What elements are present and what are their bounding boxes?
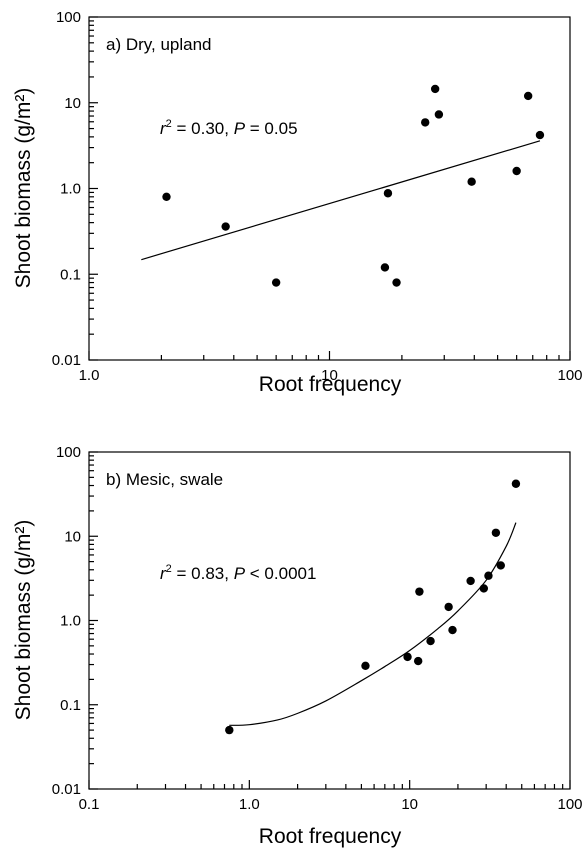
- data-point: [512, 166, 521, 176]
- panel-b: b) Mesic, swale r2 = 0.83, P < 0.0001 Ro…: [12, 444, 583, 848]
- panel-b-title: b) Mesic, swale: [106, 470, 223, 489]
- data-point: [403, 652, 412, 662]
- y-axis-label-b: Shoot biomass (g/m²): [12, 520, 35, 721]
- data-point: [523, 91, 533, 101]
- p-symbol-a: P: [234, 119, 246, 138]
- regression-curve-b: [229, 522, 517, 726]
- data-point: [415, 587, 424, 596]
- y-tick-label: 10: [64, 528, 81, 545]
- y-tick-label: 0.1: [60, 697, 81, 714]
- y-tick-label: 0.01: [52, 781, 81, 798]
- data-point: [392, 278, 401, 287]
- data-point: [484, 571, 493, 580]
- panel-a-title: a) Dry, upland: [106, 35, 212, 54]
- data-point: [271, 278, 281, 287]
- data-point: [434, 110, 444, 119]
- data-point: [511, 479, 521, 488]
- r-superscript-b: 2: [166, 563, 172, 575]
- plot-frame-b: [88, 451, 571, 790]
- y-tick-label: 1.0: [60, 181, 81, 198]
- data-point: [221, 222, 230, 231]
- p-value-b: < 0.0001: [245, 564, 316, 583]
- x-tick-label: 100: [557, 367, 582, 384]
- data-point: [479, 584, 489, 593]
- stats-annotation-b: r2 = 0.83, P < 0.0001: [160, 563, 316, 583]
- data-point: [448, 625, 457, 635]
- y-tick-label: 10: [64, 95, 81, 112]
- data-point: [466, 576, 475, 586]
- x-tick-label: 10: [321, 367, 338, 384]
- y-tick-label: 0.1: [60, 266, 81, 283]
- data-point: [491, 528, 501, 537]
- r-symbol-b: r: [160, 564, 167, 583]
- data-point: [467, 177, 476, 186]
- stats-annotation-a: r2 = 0.30, P = 0.05: [160, 118, 298, 138]
- regression-line-a: [141, 140, 541, 261]
- r-symbol-a: r: [160, 119, 167, 138]
- x-tick-label: 0.1: [79, 796, 100, 813]
- data-point: [413, 656, 423, 666]
- data-point: [421, 118, 430, 127]
- data-point: [225, 725, 234, 735]
- x-tick-label: 1.0: [79, 367, 100, 384]
- data-point: [430, 84, 440, 94]
- data-point: [162, 192, 171, 202]
- data-point: [380, 263, 390, 272]
- axis-ticks-a: 1.0 10 100 0.01 0.1 1.0 10 100: [52, 9, 583, 384]
- x-axis-label-a: Root frequency: [259, 373, 402, 396]
- x-tick-label: 100: [557, 796, 582, 813]
- data-points-b: [225, 479, 521, 735]
- p-value-a: = 0.05: [245, 119, 297, 138]
- x-tick-label: 10: [401, 796, 418, 813]
- data-point: [535, 130, 545, 140]
- y-tick-label: 0.01: [52, 352, 81, 369]
- x-tick-label: 1.0: [239, 796, 260, 813]
- panel-a: a) Dry, upland r2 = 0.30, P = 0.05 Root …: [12, 9, 583, 396]
- data-points-a: [162, 84, 545, 287]
- p-symbol-b: P: [234, 564, 246, 583]
- x-axis-label-b: Root frequency: [259, 825, 402, 848]
- y-tick-label: 100: [56, 9, 81, 26]
- data-point: [444, 602, 453, 612]
- r-value-b: = 0.83,: [172, 564, 234, 583]
- data-point: [496, 561, 505, 570]
- data-point: [383, 189, 393, 198]
- y-tick-label: 100: [56, 444, 81, 461]
- r-value-a: = 0.30,: [172, 119, 234, 138]
- y-axis-label-a: Shoot biomass (g/m²): [12, 88, 35, 289]
- data-point: [426, 636, 435, 646]
- data-point: [361, 661, 370, 670]
- r-superscript-a: 2: [166, 118, 172, 130]
- y-tick-label: 1.0: [60, 613, 81, 630]
- plot-frame-a: [88, 16, 571, 361]
